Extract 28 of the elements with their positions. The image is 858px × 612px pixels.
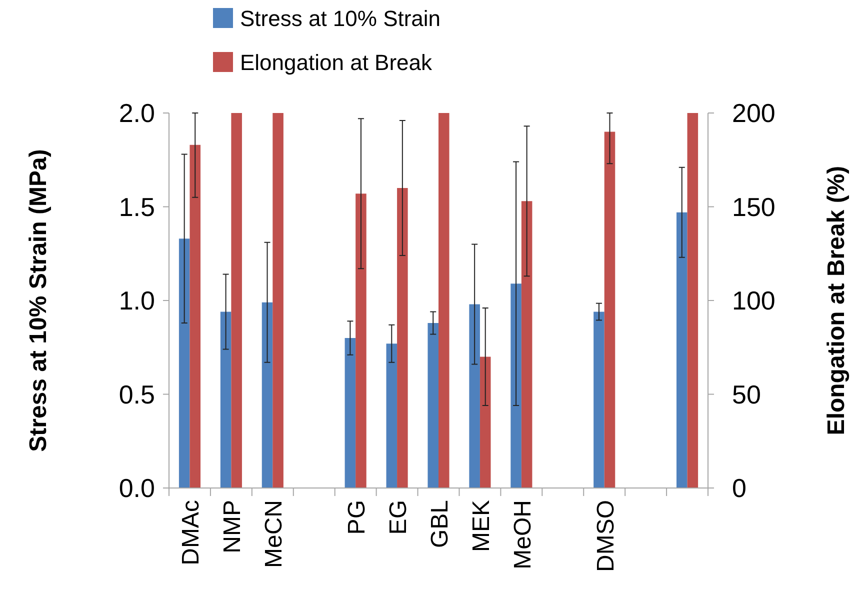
- legend-label: Elongation at Break: [240, 50, 434, 75]
- x-tick-label: MEK: [468, 500, 495, 552]
- x-tick-label: MeCN: [260, 500, 288, 568]
- y-axis-title: Stress at 10% Strain (MPa): [25, 149, 52, 452]
- y2-tick-label: 0: [732, 473, 746, 503]
- bar: [604, 132, 616, 488]
- x-tick-label: DMAc: [178, 500, 205, 566]
- x-tick-label: MeOH: [509, 500, 536, 570]
- bar: [272, 113, 284, 488]
- bar: [231, 113, 242, 488]
- x-tick-label: NMP: [219, 500, 246, 554]
- legend-label: Stress at 10% Strain: [240, 6, 441, 31]
- y2-tick-label: 200: [732, 98, 776, 128]
- y-tick-label: 0.0: [118, 473, 155, 503]
- x-tick-label: GBL: [426, 500, 454, 548]
- y2-tick-label: 150: [732, 192, 776, 222]
- x-tick-label: EG: [385, 500, 412, 535]
- y2-axis-title: Elongation at Break (%): [823, 166, 850, 436]
- bar: [397, 188, 408, 488]
- x-tick-label: PG: [344, 500, 371, 535]
- y-tick-label: 1.0: [118, 286, 155, 316]
- y2-tick-label: 50: [732, 379, 761, 410]
- y-tick-label: 2.0: [118, 98, 155, 128]
- x-tick-label: DMSO: [592, 500, 620, 572]
- bar: [438, 113, 450, 488]
- y-tick-label: 1.5: [118, 192, 155, 222]
- y2-tick-label: 100: [732, 286, 776, 316]
- y-tick-label: 0.5: [118, 379, 155, 410]
